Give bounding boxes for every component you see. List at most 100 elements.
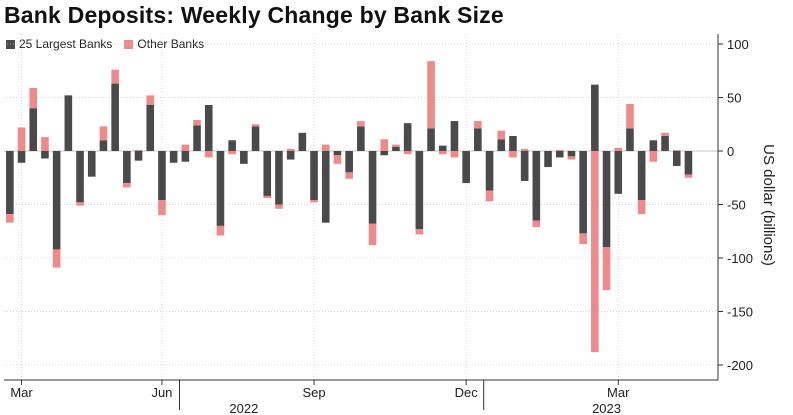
bar-large-banks [392,146,400,151]
bar-large-banks [509,136,517,151]
bar-large-banks [474,128,482,151]
bar-large-banks [345,151,353,173]
bar-other-banks [555,149,564,151]
bar-other-banks [520,148,529,151]
bar-other-banks [275,204,283,209]
bar-other-banks [672,149,681,151]
bar-other-banks [333,155,342,164]
bar-other-banks [251,124,260,127]
bar-other-banks [123,183,131,188]
bar-other-banks [146,95,155,105]
bar-other-banks [357,121,365,127]
bar-other-banks [41,137,49,151]
bar-other-banks [6,214,14,223]
bar-large-banks [228,140,236,151]
bar-large-banks [134,151,143,161]
bar-other-banks [497,130,506,140]
bar-other-banks [29,87,38,109]
bar-large-banks [146,104,155,151]
bar-large-banks [263,151,272,196]
bar-other-banks [111,69,119,84]
chart-title: Bank Deposits: Weekly Change by Bank Siz… [4,2,504,28]
bar-large-banks [649,140,658,151]
bar-other-banks [532,220,541,227]
bar-other-banks [17,127,26,151]
bar-other-banks [158,200,166,216]
bar-other-banks [345,172,353,179]
bar-large-banks [614,151,623,194]
legend-swatch-other-banks [124,39,134,49]
bar-other-banks [228,151,236,155]
bar-large-banks [672,151,681,166]
bar-large-banks [602,151,611,248]
bar-other-banks [579,233,587,245]
bar-other-banks [614,147,623,151]
bar-large-banks [204,104,213,151]
bar-large-banks [591,84,599,151]
bar-large-banks [497,139,506,151]
bar-large-banks [76,151,84,203]
y-tick-label: 100 [727,37,749,52]
bar-large-banks [403,123,412,151]
bar-large-banks [450,121,459,151]
bar-other-banks [216,225,225,236]
bar-other-banks [263,195,272,199]
bar-large-banks [6,151,14,215]
x-tick-label: Mar [10,385,33,400]
x-tick-label: Mar [607,385,630,400]
bar-large-banks [333,151,342,156]
bar-other-banks [193,119,201,126]
bar-other-banks [474,121,482,129]
bar-large-banks [87,151,96,177]
bar-other-banks [181,144,190,151]
bar-other-banks [602,247,611,291]
bar-large-banks [310,151,318,201]
bar-large-banks [99,140,108,151]
x-year-label: 2022 [229,401,258,415]
bar-large-banks [532,151,541,221]
bar-large-banks [52,151,61,250]
legend-item-other-banks: Other Banks [124,37,204,51]
x-tick-label: Sep [302,385,325,400]
bar-large-banks [111,83,119,151]
bar-large-banks [41,151,49,159]
y-tick-label: -100 [727,251,753,266]
bar-large-banks [357,126,365,151]
bar-other-banks [52,249,61,268]
bar-other-banks [321,144,330,151]
bar-large-banks [427,128,435,151]
bar-large-banks [251,126,260,151]
y-tick-label: -50 [727,198,746,213]
bar-other-banks [415,229,424,235]
bar-other-banks [637,200,646,215]
x-tick-label: Jun [151,385,172,400]
bar-large-banks [240,151,248,164]
y-axis-label: US dollar (billions) [760,144,777,266]
bar-other-banks [380,139,389,151]
bar-large-banks [485,151,494,191]
bar-large-banks [684,151,693,175]
bar-large-banks [462,151,470,184]
bar-other-banks [438,151,447,155]
bar-other-banks [649,151,658,162]
bar-large-banks [626,128,634,151]
bar-large-banks [169,151,178,163]
bar-large-banks [637,151,646,201]
bar-large-banks [579,151,587,234]
bar-large-banks [321,151,330,223]
y-tick-label: -200 [727,358,753,373]
bar-large-banks [567,151,576,157]
x-year-label: 2023 [592,401,621,415]
bar-large-banks [29,108,38,151]
bar-other-banks [450,151,459,158]
bar-other-banks [76,202,84,206]
bar-other-banks [427,61,435,129]
bar-other-banks [310,200,318,203]
bar-large-banks [438,145,447,151]
bar-other-banks [626,103,634,129]
bar-other-banks [591,151,599,353]
x-tick-label: Dec [455,385,479,400]
bar-other-banks [509,151,517,158]
bar-large-banks [216,151,225,226]
bar-large-banks [181,151,190,162]
